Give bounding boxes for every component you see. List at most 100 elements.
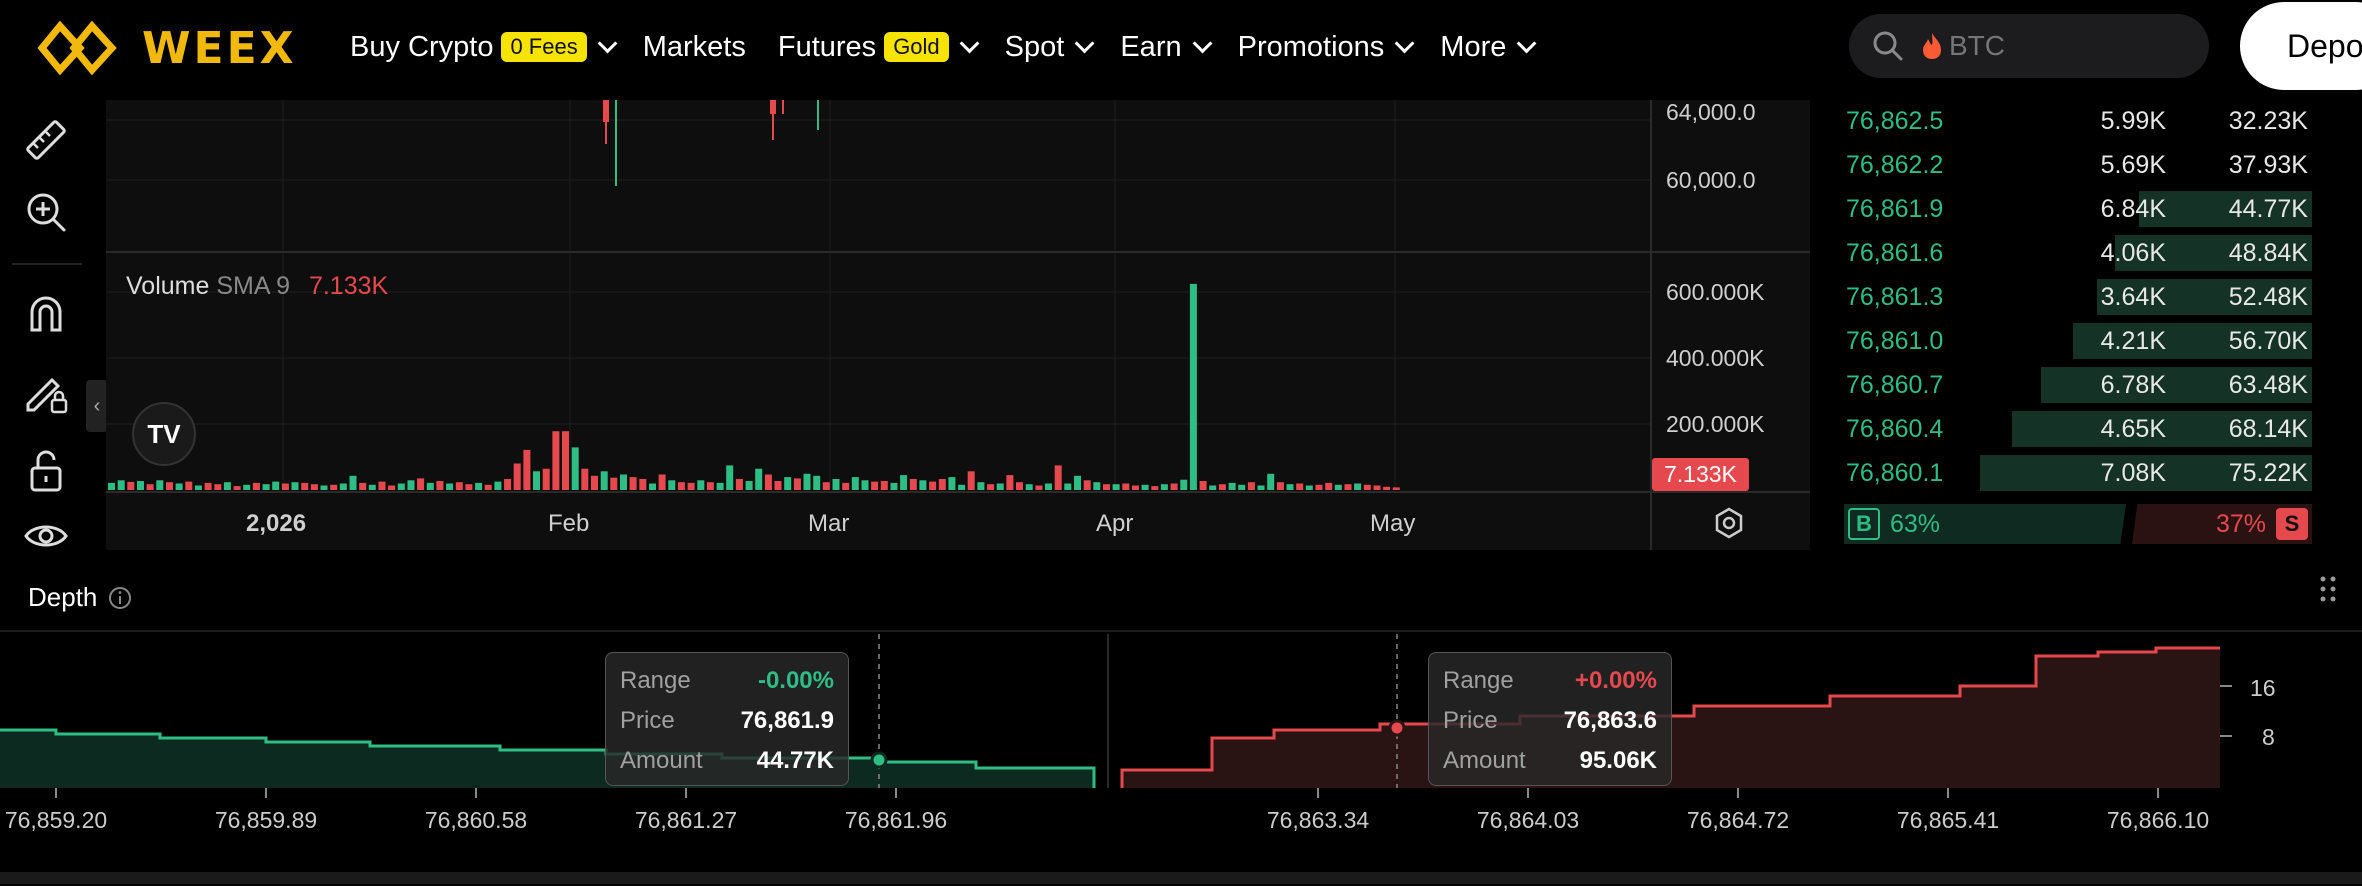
volume-bar bbox=[677, 482, 685, 490]
tooltip-price-label: Price bbox=[1443, 707, 1498, 734]
kline-chart[interactable]: 64,000.0 60,000.0 600.000K 400.000K 200.… bbox=[106, 100, 1810, 550]
volume-bar bbox=[1305, 485, 1313, 490]
volume-bar bbox=[1344, 484, 1352, 490]
volume-bar bbox=[243, 484, 251, 490]
volume-bar bbox=[649, 483, 656, 490]
buy-badge: B bbox=[1848, 508, 1880, 540]
volume-bar bbox=[687, 482, 695, 490]
depth-x-label: 76,859.89 bbox=[215, 807, 317, 833]
order-total: 32.23K bbox=[2228, 107, 2308, 135]
collapse-toolbar-button[interactable]: ‹ bbox=[86, 380, 108, 432]
volume-bar bbox=[562, 431, 569, 490]
chevron-down-icon bbox=[1394, 33, 1415, 54]
volume-bar bbox=[1267, 473, 1275, 490]
order-book-row[interactable]: 76,862.5 5.99K 32.23K bbox=[1844, 100, 2312, 140]
order-book-row[interactable]: 76,861.9 6.84K 44.77K bbox=[1844, 188, 2312, 228]
tooltip-amount-value: 95.06K bbox=[1579, 747, 1657, 774]
volume-bar bbox=[1045, 483, 1052, 490]
menu-buy-crypto[interactable]: Buy Crypto 0 Fees bbox=[350, 30, 618, 64]
volume-bar bbox=[629, 477, 637, 490]
volume-bar bbox=[117, 480, 125, 490]
menu-label: Buy Crypto bbox=[350, 30, 494, 63]
ask-depth-line bbox=[1120, 646, 2220, 788]
volume-bar bbox=[301, 482, 309, 490]
order-total: 48.84K bbox=[2228, 239, 2308, 267]
menu-label: Spot bbox=[1004, 30, 1065, 63]
ask-marker bbox=[1388, 719, 1406, 737]
tradingview-logo[interactable]: TV bbox=[132, 402, 196, 466]
volume-bar bbox=[581, 468, 589, 490]
volume-bar bbox=[455, 482, 463, 490]
volume-bar bbox=[929, 481, 937, 490]
volume-bar bbox=[1083, 480, 1091, 490]
weex-logo[interactable]: WEEX bbox=[36, 20, 297, 76]
volume-bar bbox=[127, 481, 135, 490]
volume-bar bbox=[1006, 475, 1014, 490]
volume-bar bbox=[1363, 484, 1371, 490]
depth-y-tick: 8 bbox=[2262, 724, 2275, 750]
depth-bar bbox=[2115, 235, 2312, 271]
order-amount: 4.21K bbox=[2100, 327, 2166, 355]
weex-logo-icon bbox=[37, 20, 117, 76]
chart-canvas[interactable]: 64,000.0 60,000.0 600.000K 400.000K 200.… bbox=[106, 100, 1810, 550]
order-book-row[interactable]: 76,860.4 4.65K 68.14K bbox=[1844, 408, 2312, 448]
unlock-icon[interactable] bbox=[22, 446, 70, 494]
volume-bar bbox=[919, 480, 927, 490]
buy-ratio-bar bbox=[1844, 504, 2126, 544]
volume-bar bbox=[1074, 475, 1081, 490]
volume-bar bbox=[272, 481, 280, 490]
volume-bar bbox=[204, 482, 212, 490]
magnet-icon[interactable] bbox=[22, 290, 70, 338]
chart-settings-icon[interactable] bbox=[1712, 506, 1746, 540]
order-book-row[interactable]: 76,861.0 4.21K 56.70K bbox=[1844, 320, 2312, 360]
ruler-icon[interactable] bbox=[22, 116, 70, 164]
volume-bar bbox=[1373, 485, 1381, 490]
volume-legend[interactable]: Volume SMA 9 7.133K bbox=[126, 272, 388, 301]
drag-handle-icon[interactable] bbox=[2318, 574, 2338, 604]
order-book-row[interactable]: 76,861.3 3.64K 52.48K bbox=[1844, 276, 2312, 316]
search-icon bbox=[1873, 31, 1903, 61]
order-book-row[interactable]: 76,861.6 4.06K 48.84K bbox=[1844, 232, 2312, 272]
volume-bar bbox=[1180, 479, 1188, 490]
depth-chart[interactable]: 16 8 76,859.20 76,859.89 76,860.58 76,86… bbox=[0, 634, 2362, 874]
volume-bar bbox=[1189, 283, 1197, 490]
volume-bar bbox=[832, 479, 840, 490]
order-book-row[interactable]: 76,860.7 6.78K 63.48K bbox=[1844, 364, 2312, 404]
menu-spot[interactable]: Spot bbox=[1004, 30, 1095, 64]
search-box[interactable] bbox=[1849, 14, 2209, 78]
ask-tooltip: Range +0.00% Price 76,863.6 Amount 95.06… bbox=[1428, 652, 1672, 786]
chevron-left-icon: ‹ bbox=[93, 394, 101, 417]
volume-bar bbox=[958, 484, 966, 490]
eye-icon[interactable] bbox=[22, 512, 70, 560]
time-tick: Mar bbox=[808, 510, 849, 537]
order-total: 63.48K bbox=[2228, 371, 2308, 399]
menu-more[interactable]: More bbox=[1440, 31, 1537, 64]
volume-bar bbox=[397, 483, 405, 490]
menu-earn[interactable]: Earn bbox=[1120, 31, 1213, 64]
volume-bar bbox=[1392, 487, 1400, 490]
order-price: 76,862.5 bbox=[1846, 107, 1944, 135]
depth-x-label: 76,861.27 bbox=[635, 807, 737, 833]
deposit-button[interactable]: Depo bbox=[2240, 2, 2362, 90]
volume-bar bbox=[291, 482, 299, 490]
order-book-row[interactable]: 76,862.2 5.69K 37.93K bbox=[1844, 144, 2312, 184]
top-nav: WEEX Buy Crypto 0 Fees Markets Futures G… bbox=[0, 0, 2362, 94]
horizontal-scrollbar[interactable] bbox=[0, 872, 2362, 884]
menu-promotions[interactable]: Promotions bbox=[1238, 31, 1415, 64]
tooltip-amount-label: Amount bbox=[620, 747, 703, 774]
menu-markets[interactable]: Markets bbox=[643, 31, 746, 64]
search-input[interactable] bbox=[1949, 30, 2179, 62]
volume-bar bbox=[1315, 484, 1323, 490]
depth-header: Depth bbox=[0, 566, 2362, 632]
volume-bar bbox=[1286, 484, 1294, 490]
lock-pencil-icon[interactable] bbox=[22, 368, 70, 416]
volume-bar bbox=[214, 484, 222, 490]
order-amount: 5.99K bbox=[2100, 107, 2166, 135]
zoom-in-icon[interactable] bbox=[22, 188, 70, 236]
depth-x-label: 76,864.03 bbox=[1477, 807, 1579, 833]
sell-badge: S bbox=[2276, 508, 2308, 540]
order-book-row[interactable]: 76,860.1 7.08K 75.22K bbox=[1844, 452, 2312, 492]
menu-futures[interactable]: Futures Gold bbox=[778, 31, 980, 64]
info-icon[interactable] bbox=[108, 586, 132, 610]
depth-canvas[interactable]: 16 8 76,859.20 76,859.89 76,860.58 76,86… bbox=[0, 634, 2362, 874]
